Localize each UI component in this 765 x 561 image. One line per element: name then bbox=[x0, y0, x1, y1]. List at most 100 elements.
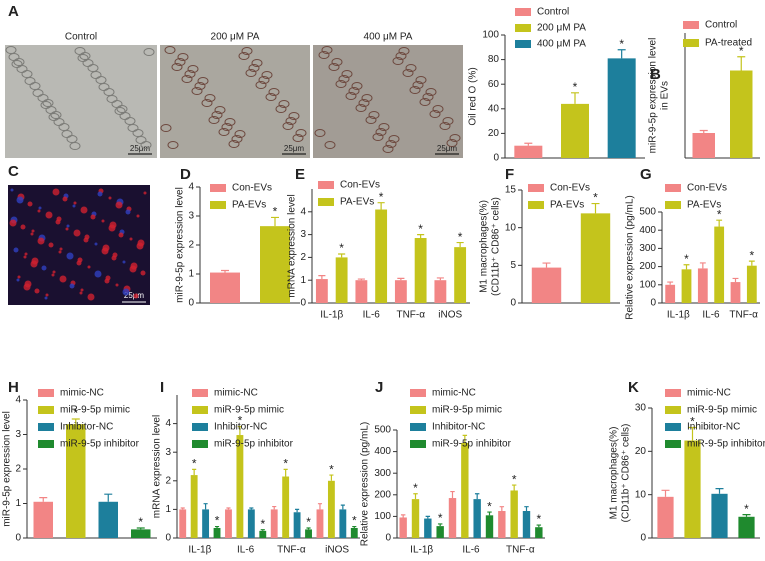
y-tick-label: 4 bbox=[188, 182, 194, 193]
stain bbox=[136, 214, 140, 218]
y-tick-label: 20 bbox=[488, 128, 500, 139]
stain bbox=[55, 219, 61, 225]
y-axis-label: in EVs bbox=[660, 81, 671, 110]
stain bbox=[27, 201, 33, 207]
error-bar bbox=[456, 241, 464, 248]
legend-label: miR-9-5p inhibitor bbox=[432, 439, 512, 450]
error-bar bbox=[352, 525, 357, 528]
stain bbox=[73, 229, 81, 237]
stain bbox=[16, 196, 24, 204]
panel-letter: E bbox=[295, 166, 305, 183]
stain bbox=[87, 265, 91, 269]
bar bbox=[498, 511, 506, 538]
legend-swatch bbox=[192, 406, 208, 414]
error-bar bbox=[571, 92, 579, 104]
significance-marker: * bbox=[512, 472, 517, 486]
cell bbox=[143, 48, 155, 56]
legend-label: PA-EVs bbox=[687, 200, 721, 211]
cell bbox=[422, 93, 434, 101]
cell bbox=[419, 98, 431, 106]
bar bbox=[657, 496, 674, 538]
legend-swatch bbox=[665, 201, 681, 209]
cell bbox=[167, 141, 179, 149]
cell bbox=[365, 116, 377, 124]
stain bbox=[44, 296, 48, 300]
bar bbox=[514, 145, 543, 158]
panel-letter: D bbox=[180, 166, 191, 183]
stain bbox=[23, 283, 31, 291]
bar bbox=[436, 526, 444, 538]
bar bbox=[236, 435, 244, 538]
bar bbox=[316, 509, 324, 538]
legend-label: Con-EVs bbox=[687, 183, 727, 194]
significance-marker: * bbox=[329, 462, 334, 476]
significance-marker: * bbox=[192, 457, 197, 471]
error-bar bbox=[180, 507, 185, 510]
cell bbox=[245, 69, 257, 77]
error-bar bbox=[249, 507, 254, 510]
error-bar bbox=[524, 506, 529, 511]
legend-swatch bbox=[665, 389, 681, 397]
stain bbox=[65, 227, 69, 231]
x-tick-label: IL-6 bbox=[462, 545, 480, 556]
cell bbox=[255, 81, 267, 89]
error-bar bbox=[748, 260, 755, 266]
cell bbox=[282, 122, 294, 130]
cell bbox=[48, 113, 60, 121]
cell bbox=[341, 70, 353, 78]
cell bbox=[238, 52, 250, 60]
error-bar bbox=[272, 505, 277, 510]
y-tick-label: 400 bbox=[639, 225, 656, 236]
y-axis-label: M1 macrophages(%) bbox=[479, 200, 490, 293]
significance-marker: * bbox=[306, 515, 311, 529]
significance-marker: * bbox=[536, 512, 541, 526]
bar bbox=[434, 280, 447, 303]
y-tick-label: 40 bbox=[488, 103, 500, 114]
bar bbox=[414, 238, 427, 303]
bar bbox=[746, 265, 757, 303]
y-axis-label: mRNA expression level bbox=[152, 415, 163, 518]
cell bbox=[388, 135, 400, 143]
cell bbox=[218, 128, 230, 136]
error-bar bbox=[511, 484, 517, 491]
legend-swatch bbox=[528, 201, 544, 209]
stain bbox=[87, 293, 95, 301]
cell bbox=[261, 71, 273, 79]
legend-swatch bbox=[38, 440, 54, 448]
cell bbox=[164, 46, 176, 54]
bar bbox=[98, 501, 118, 538]
bar bbox=[247, 509, 255, 538]
significance-marker: * bbox=[717, 207, 722, 221]
y-tick-label: 400 bbox=[374, 446, 391, 457]
legend-label: mimic-NC bbox=[214, 388, 258, 399]
cell bbox=[265, 93, 277, 101]
stain bbox=[59, 275, 67, 283]
panel-letter: B bbox=[650, 66, 661, 83]
stain bbox=[10, 188, 14, 192]
legend-swatch bbox=[192, 389, 208, 397]
significance-marker: * bbox=[73, 406, 78, 420]
y-tick-label: 4 bbox=[300, 206, 306, 217]
stain bbox=[133, 293, 139, 299]
stain bbox=[58, 250, 62, 254]
panel-letter: J bbox=[375, 379, 383, 396]
bar bbox=[697, 268, 708, 303]
error-bar bbox=[318, 275, 326, 280]
error-bar bbox=[214, 525, 220, 528]
cell bbox=[181, 75, 193, 83]
bar bbox=[510, 490, 518, 538]
stain bbox=[97, 191, 103, 197]
legend-swatch bbox=[410, 423, 426, 431]
cell bbox=[61, 130, 73, 138]
error-bar bbox=[661, 489, 670, 497]
error-bar bbox=[737, 56, 746, 71]
stain bbox=[9, 219, 17, 227]
bar bbox=[561, 103, 589, 158]
error-bar bbox=[716, 219, 723, 227]
y-tick-label: 300 bbox=[374, 468, 391, 479]
stain bbox=[125, 209, 131, 215]
bar bbox=[665, 284, 676, 303]
cell bbox=[409, 86, 421, 94]
stain bbox=[115, 283, 119, 287]
